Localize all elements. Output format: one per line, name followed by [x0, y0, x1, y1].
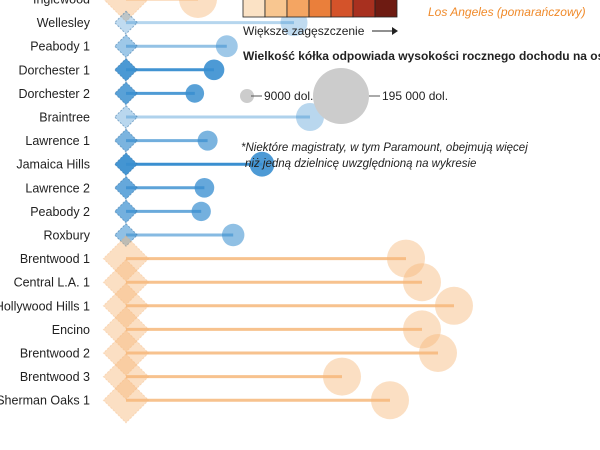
- row-label: Roxbury: [43, 229, 90, 243]
- income-circle: [435, 286, 473, 325]
- la-legend-label: Los Angeles (pomarańczowy): [428, 5, 586, 19]
- size-legend-large-value: 195 000 dol.: [382, 89, 448, 103]
- income-circle: [215, 35, 238, 58]
- size-legend-title: Wielkość kółka odpowiada wysokości roczn…: [243, 49, 600, 63]
- chart-row: Dorchester 1: [18, 57, 225, 82]
- chart-row: Inglewood: [33, 0, 217, 23]
- density-diamond: [102, 376, 150, 424]
- density-diamond: [113, 128, 139, 153]
- income-circle: [194, 177, 215, 198]
- density-diamond: [102, 258, 150, 306]
- density-diamond: [113, 81, 139, 106]
- density-legend-label: Większe zagęszczenie: [243, 24, 365, 38]
- income-circle: [249, 151, 275, 177]
- density-diamond: [102, 282, 150, 330]
- density-diamond: [102, 0, 150, 23]
- rows-layer: Inglewood Wellesley Peabody 1 Dorchester 1 D…: [0, 0, 473, 424]
- legend: Los Angeles (pomarańczowy) Większe zagęs…: [239, 0, 600, 170]
- income-circle: [191, 201, 211, 222]
- chart-row: Roxbury: [43, 222, 245, 248]
- density-diamond: [113, 57, 139, 82]
- row-label: Inglewood: [33, 0, 90, 7]
- income-circle: [371, 381, 409, 420]
- chart-row: Encino: [52, 306, 441, 353]
- size-legend-small-value: 9000 dol.: [264, 89, 313, 103]
- density-diamond: [102, 329, 150, 377]
- ramp-swatch: [242, 0, 266, 18]
- row-label: Dorchester 1: [18, 63, 90, 77]
- density-diamond: [113, 199, 139, 224]
- chart-row: Sherman Oaks 1: [0, 376, 409, 424]
- density-diamond: [102, 306, 150, 353]
- ramp-swatch: [308, 0, 332, 18]
- row-label: Sherman Oaks 1: [0, 394, 90, 408]
- chart-row: Dorchester 2: [18, 81, 205, 106]
- chart-row: Jamaica Hills: [16, 151, 275, 177]
- density-diamond: [113, 152, 139, 177]
- row-label: Braintree: [39, 111, 90, 125]
- row-label: Hollywood Hills 1: [0, 299, 90, 313]
- ramp-swatch: [352, 0, 376, 18]
- chart-row: Hollywood Hills 1: [0, 282, 473, 330]
- row-label: Brentwood 2: [20, 347, 90, 361]
- chart-row: Brentwood 3: [20, 353, 361, 400]
- chart-row: Peabody 1: [30, 34, 238, 59]
- ramp-swatch: [264, 0, 288, 18]
- income-circle: [185, 84, 205, 103]
- chart-row: Peabody 2: [30, 199, 211, 224]
- chart-row: Central L.A. 1: [14, 258, 441, 306]
- row-label: Wellesley: [37, 16, 91, 30]
- ramp-swatch: [374, 0, 398, 18]
- density-diamond: [113, 34, 139, 59]
- chart-row: Brentwood 1: [20, 235, 425, 282]
- density-diamond: [102, 235, 150, 282]
- income-circle: [403, 310, 441, 349]
- row-label: Peabody 1: [30, 40, 90, 54]
- ramp-swatch: [286, 0, 310, 18]
- income-circle: [221, 223, 245, 247]
- size-legend-large-circle: [313, 68, 369, 124]
- footnote-line-1: *Niektóre magistraty, w tym Paramount, o…: [241, 142, 528, 154]
- density-color-ramp: [242, 0, 398, 18]
- row-label: Peabody 2: [30, 205, 90, 219]
- row-label: Brentwood 3: [20, 370, 90, 384]
- income-circle: [419, 334, 457, 372]
- income-circle: [323, 357, 361, 396]
- density-diamond: [102, 353, 150, 400]
- chart-row: Braintree: [39, 102, 325, 132]
- footnote-line-2: niż jedną dzielnicę uwzględnioną na wykr…: [245, 158, 476, 170]
- ramp-swatch: [330, 0, 354, 18]
- size-legend-small-circle: [239, 88, 255, 104]
- density-diamond: [113, 175, 139, 200]
- row-label: Jamaica Hills: [16, 158, 90, 172]
- income-circle: [387, 239, 425, 278]
- density-diamond: [113, 10, 139, 35]
- row-label: Central L.A. 1: [14, 276, 90, 290]
- row-label: Lawrence 1: [25, 134, 90, 148]
- row-label: Brentwood 1: [20, 252, 90, 266]
- row-label: Lawrence 2: [25, 181, 90, 195]
- row-label: Dorchester 2: [18, 87, 90, 101]
- income-circle: [179, 0, 217, 18]
- density-arrowhead: [392, 27, 398, 35]
- row-label: Encino: [52, 323, 90, 337]
- density-diamond: [113, 104, 139, 130]
- chart-row: Lawrence 1: [25, 128, 218, 153]
- chart-row: Brentwood 2: [20, 329, 457, 377]
- income-circle: [403, 263, 441, 302]
- income-circle: [197, 130, 218, 151]
- income-circle: [203, 59, 225, 81]
- chart-row: Lawrence 2: [25, 175, 215, 200]
